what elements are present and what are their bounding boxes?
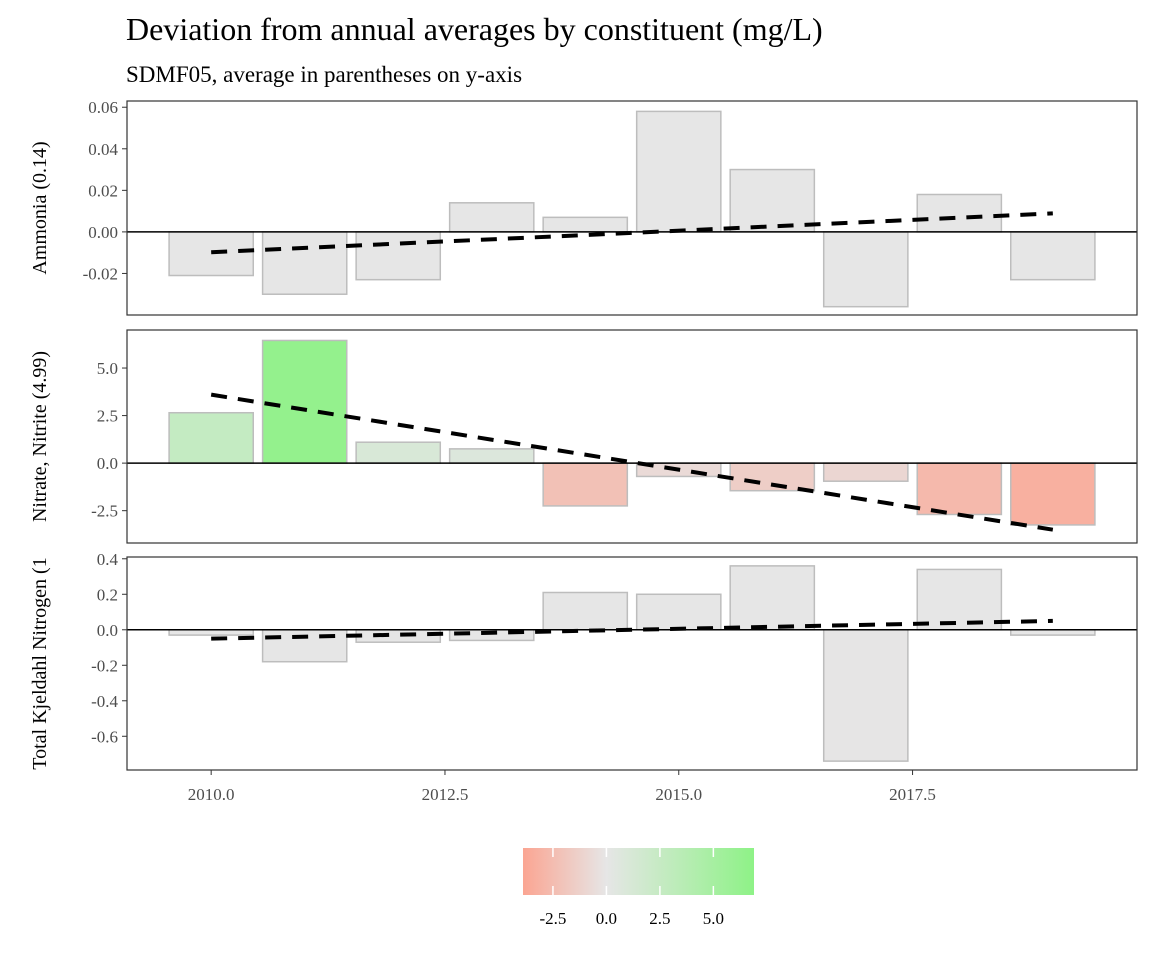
y-tick-label: 0.2 (97, 585, 118, 604)
panel-plot-area (127, 339, 1137, 532)
y-tick-label: 0.04 (88, 140, 118, 159)
y-tick-label: -2.5 (91, 502, 118, 521)
y-axis-label: Nitrate, Nitrite (4.99) (29, 351, 51, 522)
bar (542, 591, 629, 631)
y-tick-label: 0.00 (88, 223, 118, 242)
legend-tick-label: 0.0 (596, 909, 617, 928)
legend-colorbar (523, 848, 754, 895)
y-tick-label: -0.6 (91, 727, 118, 746)
bar (916, 568, 1003, 631)
panel-2: 5.0 2.5 0.0 -2.5 Nitrate, Nitrite (4.99) (29, 329, 1138, 544)
bar (1010, 462, 1096, 526)
panel-plot-area (127, 565, 1137, 762)
bar (635, 110, 722, 233)
bar (916, 462, 1003, 516)
color-legend: -2.5 0.0 2.5 5.0 (523, 848, 754, 928)
bar (168, 411, 254, 464)
bar (355, 231, 442, 281)
x-tick-label: 2010.0 (188, 785, 235, 804)
y-tick-label: 0.02 (88, 181, 118, 200)
legend-tick-label: -2.5 (539, 909, 566, 928)
x-axis: 2010.0 2012.5 2015.0 2017.5 (188, 770, 936, 804)
x-tick-label: 2015.0 (655, 785, 702, 804)
bar (729, 168, 816, 233)
trend-line (211, 211, 1053, 255)
panel-frame (126, 556, 1138, 771)
y-tick-label: 2.5 (97, 407, 118, 426)
trend-line (210, 392, 1054, 532)
chart-subtitle: SDMF05, average in parentheses on y-axis (126, 62, 522, 87)
y-axis-label: Total Kjeldahl Nitrogen (1 (29, 557, 51, 769)
y-tick-label: 5.0 (97, 359, 118, 378)
panels: 0.06 0.04 0.02 0.00 -0.02 Ammonia (0.14) 5.0 2.… (29, 98, 1138, 771)
bar (261, 339, 348, 464)
bar (635, 593, 722, 631)
trend-line (211, 618, 1053, 641)
panel-1: 0.06 0.04 0.02 0.00 -0.02 Ammonia (0.14) (29, 98, 1138, 316)
bar (168, 629, 254, 636)
y-tick-label: -0.2 (91, 656, 118, 675)
bar (448, 202, 535, 233)
bar (1010, 231, 1096, 281)
y-tick-label: 0.0 (97, 621, 118, 640)
bar (822, 462, 909, 482)
bar (448, 448, 535, 464)
bar (542, 462, 629, 507)
y-tick-label: 0.06 (88, 98, 118, 117)
bar (261, 231, 348, 295)
chart-title: Deviation from annual averages by consti… (126, 11, 823, 47)
legend-tick-label: 5.0 (703, 909, 724, 928)
bar (168, 231, 254, 277)
bar (729, 565, 816, 631)
panel-frame (126, 100, 1138, 316)
bar (355, 441, 442, 464)
bar (822, 629, 909, 762)
panel-plot-area (127, 110, 1137, 308)
legend-tick-label: 2.5 (649, 909, 670, 928)
y-tick-label: 0.4 (97, 550, 119, 569)
y-axis-label: Ammonia (0.14) (29, 141, 51, 274)
y-tick-label: 0.0 (97, 454, 118, 473)
bar (1010, 629, 1096, 636)
x-tick-label: 2017.5 (889, 785, 936, 804)
panel-frame (126, 329, 1138, 544)
y-tick-label: -0.4 (91, 692, 118, 711)
bar (542, 216, 629, 233)
x-tick-label: 2012.5 (422, 785, 469, 804)
y-tick-label: -0.02 (83, 264, 118, 283)
panel-3: 0.4 0.2 0.0 -0.2 -0.4 -0.6 Total Kjeldahl Nitr… (29, 550, 1138, 771)
bar (916, 193, 1003, 233)
bar (822, 231, 909, 308)
